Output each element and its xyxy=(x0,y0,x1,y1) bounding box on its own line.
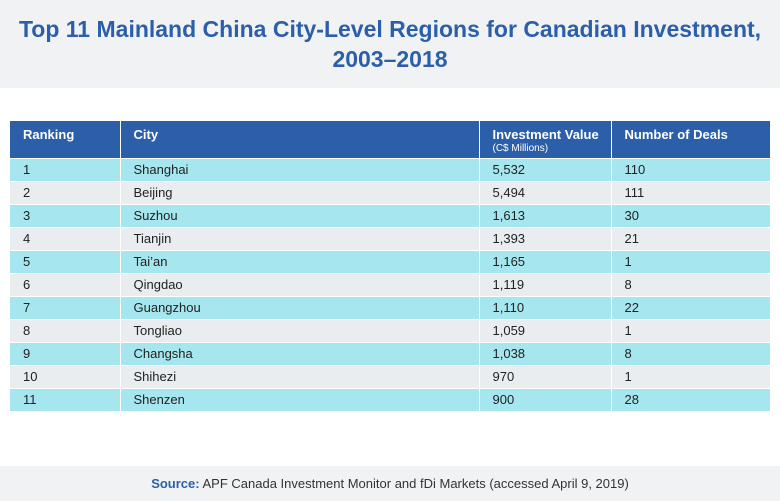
cell-number-of-deals: 1 xyxy=(610,318,770,342)
cell-city: Tongliao xyxy=(119,318,479,342)
cell-city: Suzhou xyxy=(119,203,479,227)
table-row: 3 Suzhou 1,613 30 xyxy=(10,203,770,227)
cell-city: Tianjin xyxy=(119,226,479,250)
cell-ranking: 8 xyxy=(10,318,120,342)
cell-investment-value: 5,532 xyxy=(478,157,611,181)
cell-city: Changsha xyxy=(119,341,479,365)
header-city: City xyxy=(119,121,479,158)
cell-city: Shenzen xyxy=(119,387,479,411)
cell-number-of-deals: 28 xyxy=(610,387,770,411)
header-investment-value: Investment Value (C$ Millions) xyxy=(478,121,611,158)
cell-city: Beijing xyxy=(119,180,479,204)
cell-ranking: 3 xyxy=(10,203,120,227)
table-row: 1 Shanghai 5,532 110 xyxy=(10,157,770,181)
table-row: 6 Qingdao 1,119 8 xyxy=(10,272,770,296)
table-row: 4 Tianjin 1,393 21 xyxy=(10,226,770,250)
cell-city: Shihezi xyxy=(119,364,479,388)
table-row: 10 Shihezi 970 1 xyxy=(10,364,770,388)
cell-ranking: 4 xyxy=(10,226,120,250)
cell-investment-value: 970 xyxy=(478,364,611,388)
table-row: 9 Changsha 1,038 8 xyxy=(10,341,770,365)
chart-title-line-2: 2003–2018 xyxy=(332,46,448,72)
table-row: 8 Tongliao 1,059 1 xyxy=(10,318,770,342)
source-label: Source: xyxy=(151,476,200,491)
cell-number-of-deals: 21 xyxy=(610,226,770,250)
cell-ranking: 5 xyxy=(10,249,120,273)
cell-ranking: 7 xyxy=(10,295,120,319)
cell-investment-value: 1,119 xyxy=(478,272,611,296)
source-note: Source: APF Canada Investment Monitor an… xyxy=(0,476,780,491)
cell-ranking: 6 xyxy=(10,272,120,296)
chart-title-line-1: Top 11 Mainland China City-Level Regions… xyxy=(18,16,762,42)
header-number-of-deals: Number of Deals xyxy=(610,121,770,158)
cell-number-of-deals: 110 xyxy=(610,157,770,181)
cell-investment-value: 1,393 xyxy=(478,226,611,250)
table-body: 1 Shanghai 5,532 110 2 Beijing 5,494 111 3 Suzhou… xyxy=(10,157,770,411)
cell-investment-value: 1,038 xyxy=(478,341,611,365)
cell-number-of-deals: 1 xyxy=(610,249,770,273)
table-row: 11 Shenzen 900 28 xyxy=(10,387,770,411)
cell-ranking: 2 xyxy=(10,180,120,204)
cell-number-of-deals: 30 xyxy=(610,203,770,227)
cell-city: Guangzhou xyxy=(119,295,479,319)
cell-city: Shanghai xyxy=(119,157,479,181)
investment-table: Ranking City Investment Value (C$ Million… xyxy=(10,121,770,411)
cell-number-of-deals: 111 xyxy=(610,180,770,204)
chart-title: Top 11 Mainland China City-Level Regions… xyxy=(0,14,780,74)
header-investment-unit: (C$ Millions) xyxy=(492,143,549,154)
cell-investment-value: 1,165 xyxy=(478,249,611,273)
cell-number-of-deals: 8 xyxy=(610,272,770,296)
table-row: 5 Tai’an 1,165 1 xyxy=(10,249,770,273)
cell-investment-value: 5,494 xyxy=(478,180,611,204)
title-band xyxy=(0,0,780,88)
cell-ranking: 9 xyxy=(10,341,120,365)
cell-number-of-deals: 22 xyxy=(610,295,770,319)
cell-city: Tai’an xyxy=(119,249,479,273)
source-band: Source: APF Canada Investment Monitor an… xyxy=(0,466,780,501)
cell-investment-value: 1,059 xyxy=(478,318,611,342)
cell-investment-value: 1,613 xyxy=(478,203,611,227)
cell-ranking: 10 xyxy=(10,364,120,388)
table-header-row: Ranking City Investment Value (C$ Million… xyxy=(10,121,770,158)
header-ranking: Ranking xyxy=(10,121,120,158)
source-text: APF Canada Investment Monitor and fDi Ma… xyxy=(199,476,629,491)
cell-number-of-deals: 8 xyxy=(610,341,770,365)
cell-ranking: 1 xyxy=(10,157,120,181)
cell-city: Qingdao xyxy=(119,272,479,296)
cell-investment-value: 900 xyxy=(478,387,611,411)
cell-investment-value: 1,110 xyxy=(478,295,611,319)
cell-ranking: 11 xyxy=(10,387,120,411)
table-row: 7 Guangzhou 1,110 22 xyxy=(10,295,770,319)
cell-number-of-deals: 1 xyxy=(610,364,770,388)
table-row: 2 Beijing 5,494 111 xyxy=(10,180,770,204)
